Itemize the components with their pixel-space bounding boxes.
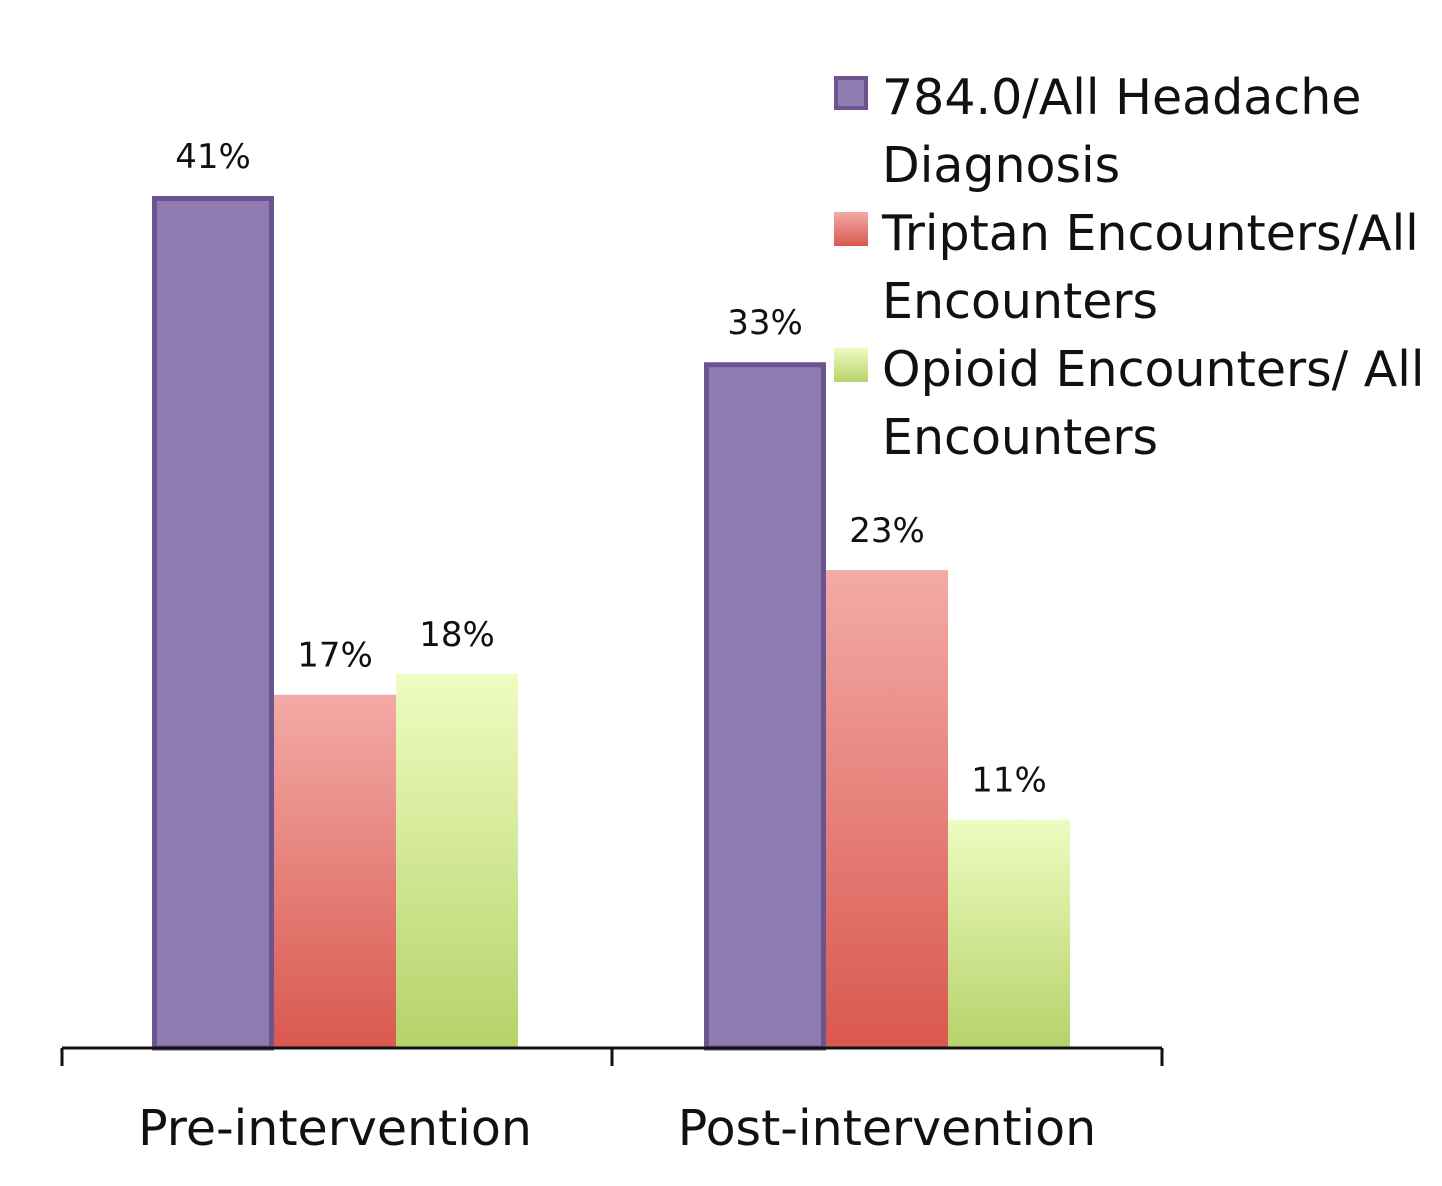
bar-headache-pre: [152, 196, 274, 1051]
legend-label: Opioid Encounters/ All Encounters: [882, 341, 1425, 466]
bar-headache-post: [704, 362, 826, 1051]
data-label: 41%: [175, 137, 251, 177]
bar-triptan-post: [826, 570, 948, 1048]
legend-label: Triptan Encounters/All Encounters: [882, 205, 1419, 330]
legend-label: 784.0/All Headache Diagnosis: [882, 69, 1362, 194]
bar-opioid-pre: [396, 673, 518, 1048]
x-tick-label: Pre-intervention: [138, 1100, 532, 1157]
legend-item-headache: 784.0/All Headache Diagnosis: [832, 64, 1432, 200]
data-label: 33%: [727, 303, 803, 343]
data-label: 17%: [297, 636, 373, 676]
data-label: 11%: [971, 760, 1047, 800]
legend-swatch-purple: [834, 76, 868, 110]
legend-item-triptan: Triptan Encounters/All Encounters: [832, 200, 1432, 336]
legend-swatch-red: [834, 212, 868, 246]
bar-opioid-post: [948, 819, 1070, 1048]
legend-swatch-green: [834, 348, 868, 382]
legend-item-opioid: Opioid Encounters/ All Encounters: [832, 336, 1432, 472]
x-tick-label: Post-intervention: [678, 1100, 1096, 1157]
bars-group: [152, 196, 1070, 1051]
data-labels-group: 41% 17% 18% 33% 23% 11%: [175, 137, 1047, 800]
data-label: 18%: [419, 615, 495, 655]
legend: 784.0/All Headache Diagnosis Triptan Enc…: [832, 64, 1432, 472]
x-tick-labels-group: Pre-intervention Post-intervention: [138, 1100, 1096, 1157]
x-axis: [60, 1046, 1164, 1066]
bar-triptan-pre: [274, 694, 396, 1048]
data-label: 23%: [849, 511, 925, 551]
